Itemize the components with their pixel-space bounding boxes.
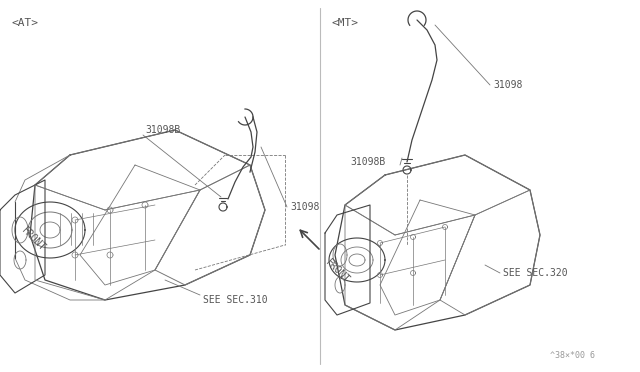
- Text: 31098: 31098: [290, 202, 319, 212]
- Text: 31098: 31098: [493, 80, 522, 90]
- Text: FRONT: FRONT: [323, 257, 351, 285]
- Text: FRONT: FRONT: [19, 225, 47, 253]
- Text: <MT>: <MT>: [332, 18, 359, 28]
- Text: SEE SEC.320: SEE SEC.320: [503, 268, 568, 278]
- Text: 31098B: 31098B: [145, 125, 180, 135]
- Text: 31098B: 31098B: [350, 157, 385, 167]
- Text: <AT>: <AT>: [12, 18, 39, 28]
- Text: ^38×*00 6: ^38×*00 6: [550, 351, 595, 360]
- Text: SEE SEC.310: SEE SEC.310: [203, 295, 268, 305]
